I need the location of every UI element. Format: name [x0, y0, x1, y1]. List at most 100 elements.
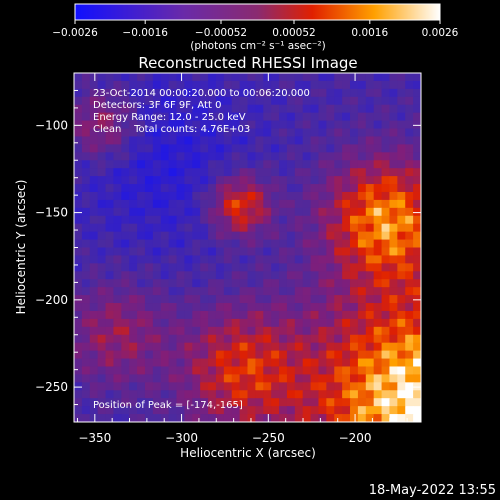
- heatmap-cell: [97, 176, 107, 185]
- heatmap-cell: [215, 295, 225, 304]
- heatmap-cell: [200, 104, 209, 114]
- heatmap-cell: [176, 160, 186, 169]
- heatmap-cell: [381, 207, 391, 217]
- heatmap-cell: [413, 406, 421, 415]
- heatmap-cell: [271, 255, 280, 264]
- heatmap-cell: [405, 199, 414, 209]
- heatmap-cell: [342, 231, 351, 241]
- heatmap-cell: [326, 398, 335, 407]
- heatmap-cell: [405, 287, 414, 296]
- heatmap-cell: [294, 382, 304, 391]
- heatmap-cell: [113, 318, 122, 328]
- heatmap-cell: [326, 334, 335, 344]
- heatmap-cell: [184, 176, 193, 185]
- heatmap-cell: [192, 271, 201, 280]
- heatmap-cell: [105, 279, 115, 288]
- heatmap-cell: [192, 398, 201, 407]
- heatmap-cell: [89, 271, 99, 280]
- heatmap-cell: [279, 263, 288, 272]
- heatmap-cell: [389, 358, 398, 368]
- heatmap-cell: [89, 231, 99, 241]
- heatmap-cell: [365, 199, 375, 209]
- heatmap-cell: [294, 318, 304, 328]
- heatmap-cell: [105, 96, 115, 106]
- heatmap-cell: [89, 88, 99, 98]
- heatmap-cell: [326, 239, 335, 249]
- heatmap-cell: [373, 358, 383, 368]
- heatmap-cell: [302, 382, 312, 391]
- heatmap-cell: [160, 366, 170, 376]
- heatmap-cell: [81, 207, 91, 217]
- heatmap-cell: [365, 271, 375, 280]
- heatmap-cell: [231, 350, 241, 360]
- heatmap-cell: [294, 390, 304, 399]
- heatmap-cell: [263, 374, 272, 383]
- heatmap-cell: [389, 112, 398, 122]
- heatmap-cell: [89, 120, 99, 130]
- heatmap-cell: [223, 168, 233, 177]
- heatmap-cell: [397, 104, 406, 114]
- colorbar-tick-label: 0.0016: [351, 27, 388, 39]
- heatmap-cell: [365, 73, 375, 82]
- heatmap-cell: [271, 215, 280, 225]
- heatmap-cell: [365, 207, 375, 217]
- heatmap-cell: [334, 199, 343, 209]
- heatmap-cell: [302, 318, 312, 328]
- heatmap-cell: [231, 239, 241, 249]
- heatmap-cell: [184, 160, 193, 169]
- heatmap-cell: [144, 263, 154, 272]
- heatmap-cell: [184, 239, 193, 249]
- heatmap-cell: [405, 382, 414, 391]
- heatmap-cell: [239, 287, 249, 296]
- heatmap-cell: [168, 191, 178, 201]
- heatmap-cell: [192, 96, 201, 106]
- heatmap-cell: [318, 374, 327, 383]
- annotation-peak-position: Position of Peak = [-174,-165]: [93, 400, 243, 411]
- annotation-time-range: 23-Oct-2014 00:00:20.000 to 00:06:20.000: [93, 88, 310, 99]
- heatmap-cell: [397, 199, 406, 209]
- heatmap-cell: [137, 350, 146, 360]
- heatmap-cell: [137, 231, 146, 241]
- heatmap-cell: [113, 223, 122, 233]
- heatmap-cell: [176, 247, 186, 257]
- heatmap-cell: [255, 295, 264, 304]
- heatmap-cell: [286, 255, 296, 264]
- heatmap-cell: [144, 398, 154, 407]
- heatmap-cell: [302, 310, 312, 320]
- heatmap-cell: [74, 390, 83, 399]
- heatmap-cell: [286, 271, 296, 280]
- heatmap-cell: [263, 120, 272, 130]
- heatmap-cell: [121, 207, 130, 217]
- heatmap-cell: [271, 398, 280, 407]
- heatmap-cell: [160, 390, 170, 399]
- heatmap-cell: [389, 406, 398, 415]
- heatmap-cell: [318, 350, 327, 360]
- heatmap-cell: [255, 271, 264, 280]
- heatmap-cell: [208, 73, 217, 82]
- heatmap-cell: [397, 295, 406, 304]
- heatmap-cell: [350, 263, 359, 272]
- heatmap-cell: [271, 112, 280, 122]
- heatmap-cell: [81, 358, 91, 368]
- heatmap-cell: [192, 231, 201, 241]
- heatmap-cell: [208, 390, 217, 399]
- heatmap-cell: [223, 128, 233, 138]
- heatmap-cell: [74, 104, 83, 114]
- chart-title: Reconstructed RHESSI Image: [138, 54, 357, 72]
- heatmap-cell: [397, 223, 406, 233]
- heatmap-cell: [74, 414, 83, 422]
- heatmap-cell: [208, 342, 217, 352]
- heatmap-cell: [239, 199, 249, 209]
- heatmap-cell: [129, 191, 138, 201]
- heatmap-cell: [168, 80, 178, 90]
- heatmap-cell: [350, 255, 359, 264]
- heatmap-cell: [342, 263, 351, 272]
- heatmap-cell: [215, 104, 225, 114]
- heatmap-cell: [89, 144, 99, 153]
- heatmap-cell: [326, 191, 335, 201]
- heatmap-cell: [365, 366, 375, 376]
- heatmap-cell: [137, 96, 146, 106]
- heatmap-cell: [271, 326, 280, 336]
- heatmap-cell: [405, 350, 414, 360]
- heatmap-cell: [247, 88, 256, 98]
